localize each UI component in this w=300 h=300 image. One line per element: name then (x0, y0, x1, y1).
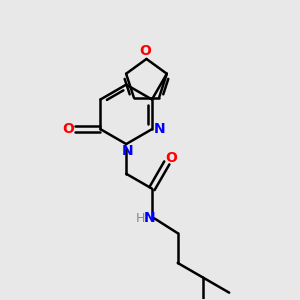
Text: N: N (144, 212, 155, 225)
Text: O: O (165, 151, 177, 164)
Text: N: N (154, 122, 165, 136)
Text: O: O (62, 122, 74, 136)
Text: O: O (139, 44, 151, 58)
Text: H: H (136, 212, 146, 225)
Text: N: N (122, 144, 134, 158)
